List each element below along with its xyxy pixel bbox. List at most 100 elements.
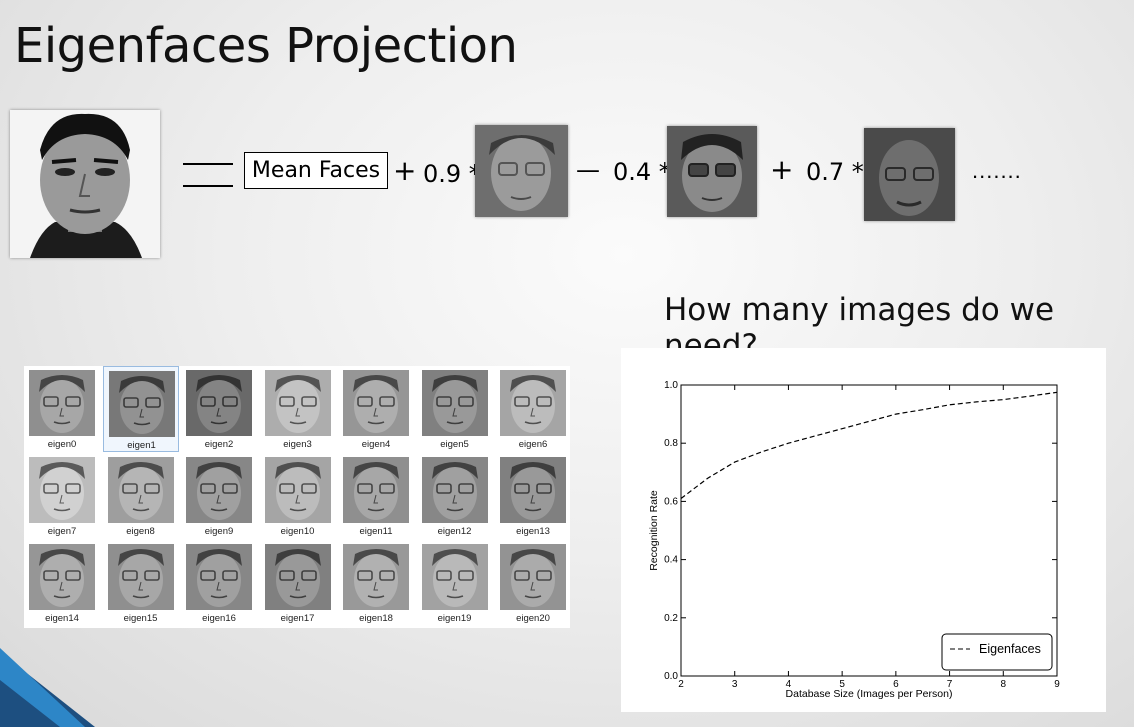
eigenface-cell[interactable]: eigen5 xyxy=(417,366,493,452)
eigenface-cell[interactable]: eigen20 xyxy=(495,540,571,626)
eigenface-label: eigen2 xyxy=(204,439,234,450)
x-tick-label: 3 xyxy=(732,679,738,690)
eigenface-thumbnail xyxy=(186,544,252,610)
mean-faces-box: Mean Faces xyxy=(244,152,388,189)
slide-title: Eigenfaces Projection xyxy=(14,18,518,74)
series-line-eigenfaces xyxy=(680,391,1058,499)
eigenface-cell[interactable]: eigen8 xyxy=(103,453,179,539)
eigenface-cell[interactable]: eigen2 xyxy=(181,366,257,452)
eigenface-label: eigen17 xyxy=(280,613,315,624)
eigenface-label: eigen16 xyxy=(202,613,236,624)
y-tick-label: 0.2 xyxy=(664,613,678,624)
eigenface-label: eigen0 xyxy=(47,439,77,450)
eigenface-label: eigen3 xyxy=(283,439,312,450)
term-2-operator: + xyxy=(770,153,794,186)
y-axis-label: Recognition Rate xyxy=(648,490,660,571)
eigenface-cell[interactable]: eigen13 xyxy=(495,453,571,539)
eigenface-cell[interactable]: eigen3 xyxy=(260,366,336,452)
term-1-operator: — xyxy=(576,156,600,184)
y-tick-label: 1.0 xyxy=(664,380,678,391)
corner-decoration xyxy=(0,648,95,727)
eigenface-label: eigen8 xyxy=(126,526,155,537)
chart-svg: 2 3 4 5 6 7 8 9 0.0 0.2 0.4 0.6 0.8 1.0 Database Size … xyxy=(648,380,1060,700)
y-tick-label: 0.8 xyxy=(664,438,678,449)
eigenface-cell[interactable]: eigen6 xyxy=(495,366,571,452)
y-tick-label: 0.6 xyxy=(664,496,678,507)
eigenface-thumbnail xyxy=(186,370,252,436)
x-tick-label: 8 xyxy=(1001,679,1007,690)
eigenface-thumbnail xyxy=(29,457,95,523)
eigenface-cell[interactable]: eigen11 xyxy=(338,453,414,539)
legend-label: Eigenfaces xyxy=(979,642,1041,656)
x-tick-label: 5 xyxy=(839,679,845,690)
y-tick-label: 0.4 xyxy=(664,555,678,566)
eigenface-thumbnail xyxy=(29,544,95,610)
eigenface-cell[interactable]: eigen0 xyxy=(24,366,100,452)
eigenface-term-1 xyxy=(667,126,757,217)
eigenface-thumbnail xyxy=(343,370,409,436)
eigenface-label: eigen13 xyxy=(516,526,550,537)
equals-sign-top xyxy=(183,163,233,165)
eigenface-label: eigen20 xyxy=(516,613,550,624)
eigenface-thumbnail xyxy=(186,457,252,523)
eigenface-label: eigen9 xyxy=(204,526,234,537)
eigenface-label: eigen12 xyxy=(437,526,472,537)
x-tick-label: 4 xyxy=(786,679,792,690)
eigenface-term-2 xyxy=(864,128,955,221)
eigenface-thumbnail xyxy=(500,457,566,523)
eigenface-label: eigen10 xyxy=(280,526,315,537)
eigenface-cell[interactable]: eigen12 xyxy=(417,453,493,539)
eigenface-thumbnail xyxy=(500,544,566,610)
eigenface-cell[interactable]: eigen4 xyxy=(338,366,414,452)
eigenface-cell[interactable]: eigen16 xyxy=(181,540,257,626)
eigenface-cell[interactable]: eigen19 xyxy=(417,540,493,626)
eigenface-thumbnail xyxy=(343,544,409,610)
eigenface-cell[interactable]: eigen14 xyxy=(24,540,100,626)
eigenface-thumbnail xyxy=(264,544,331,610)
eigenface-label: eigen4 xyxy=(361,439,391,450)
eigenface-cell[interactable]: eigen17 xyxy=(260,540,336,626)
source-face-image xyxy=(10,110,160,258)
eigenface-cell[interactable]: eigen1 xyxy=(102,366,179,452)
eigenface-cell[interactable]: eigen15 xyxy=(103,540,179,626)
x-tick-label: 6 xyxy=(893,679,899,690)
ellipsis: ....... xyxy=(972,158,1022,183)
eigenface-label: eigen14 xyxy=(45,613,79,624)
eigenface-thumbnail xyxy=(343,457,409,523)
eigenface-thumbnail xyxy=(500,370,566,436)
eigenface-label: eigen19 xyxy=(437,613,472,624)
eigenface-cell[interactable]: eigen9 xyxy=(181,453,257,539)
eigenface-thumbnail xyxy=(107,544,174,610)
eigenface-thumbnail xyxy=(108,371,175,437)
eigenface-cell[interactable]: eigen7 xyxy=(24,453,100,539)
eigenfaces-grid: eigen0 eigen1 eigen2 xyxy=(24,366,570,628)
eigenface-label: eigen5 xyxy=(440,439,469,450)
term-0-operator: + xyxy=(393,154,417,187)
y-tick-label: 0.0 xyxy=(664,671,678,682)
eigenface-thumbnail xyxy=(421,457,488,523)
eigenface-cell[interactable]: eigen18 xyxy=(338,540,414,626)
eigenface-cell[interactable]: eigen10 xyxy=(260,453,336,539)
eigenface-thumbnail xyxy=(29,370,95,436)
eigenface-label: eigen7 xyxy=(47,526,77,537)
eigenface-label: eigen6 xyxy=(518,439,548,450)
term-2-coefficient: 0.7 * xyxy=(806,158,864,186)
term-0-coefficient: 0.9 * xyxy=(423,160,481,188)
term-1-coefficient: 0.4 * xyxy=(613,158,671,186)
eigenface-thumbnail xyxy=(264,457,331,523)
eigenface-label: eigen1 xyxy=(127,440,156,451)
plot-frame xyxy=(680,384,1058,677)
x-axis-label: Database Size (Images per Person) xyxy=(786,688,953,700)
eigenface-thumbnail xyxy=(107,457,174,523)
eigenface-thumbnail xyxy=(264,370,331,436)
eigenface-term-0 xyxy=(475,125,568,217)
eigenface-thumbnail xyxy=(421,370,488,436)
eigenface-label: eigen18 xyxy=(359,613,393,624)
eigenface-thumbnail xyxy=(421,544,488,610)
equals-sign-bottom xyxy=(183,185,233,187)
eigenface-label: eigen15 xyxy=(123,613,158,624)
x-tick-label: 2 xyxy=(678,679,684,690)
recognition-rate-chart: 2 3 4 5 6 7 8 9 0.0 0.2 0.4 0.6 0.8 1.0 Database Size … xyxy=(621,348,1106,712)
x-tick-label: 9 xyxy=(1054,679,1060,690)
x-tick-label: 7 xyxy=(947,679,953,690)
